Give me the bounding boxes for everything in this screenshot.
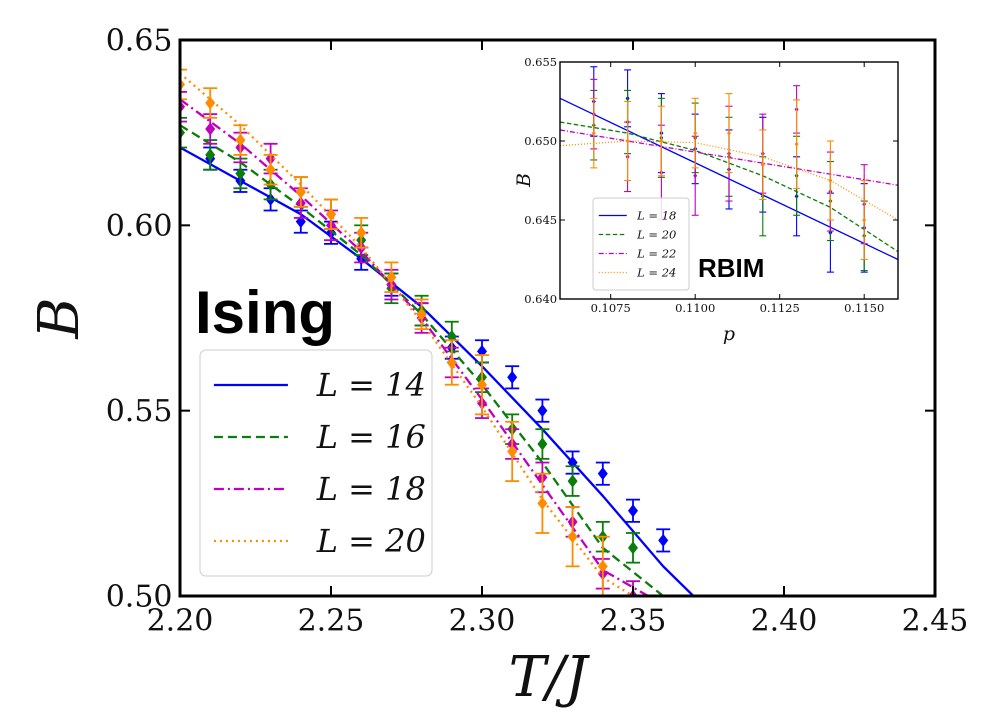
inset-fit-line-1 [560, 121, 898, 253]
inset-x-tick-label: 0.1150 [844, 301, 884, 315]
main-data-point [628, 541, 638, 555]
main-y-tick-label: 0.50 [106, 580, 173, 615]
main-series-3 [180, 68, 634, 596]
main-x-tick-label: 2.45 [902, 604, 969, 639]
inset-plot: 0.1075 0.1100 0.1125 0.1150 0.640 0.645 0.650 0… [513, 55, 899, 345]
main-data-point [537, 404, 548, 418]
main-y-tick-label: 0.55 [106, 394, 173, 429]
main-data-point [537, 496, 548, 510]
inset-data-point [591, 130, 596, 136]
inset-legend-box [592, 197, 690, 291]
inset-y-axis-title: B [513, 173, 535, 188]
main-legend-box [199, 349, 433, 577]
main-legend: L = 14 L = 16 L = 18 L = 20 [199, 349, 433, 577]
main-data-point [446, 355, 457, 369]
main-data-point [597, 559, 608, 573]
main-data-point [205, 148, 216, 162]
inset-x-tick-label: 0.1075 [591, 301, 631, 315]
inset-legend-label-1: L = 20 [636, 228, 676, 242]
inset-legend-label-0: L = 18 [636, 209, 676, 223]
inset-legend-label-3: L = 24 [636, 266, 676, 280]
main-data-point [658, 533, 669, 547]
main-x-tick-label: 2.25 [298, 604, 365, 639]
main-y-axis-title: B [27, 297, 92, 339]
main-data-point [477, 378, 487, 392]
main-data-point [356, 226, 367, 240]
inset-y-tick-label: 0.645 [524, 213, 557, 227]
main-plot: 2.20 2.25 2.30 2.35 2.40 2.45 0.50 0.55 0.60 0.65… [27, 24, 968, 711]
inset-data-point [760, 162, 765, 168]
inset-data-point [727, 130, 731, 136]
main-data-point [597, 467, 608, 481]
main-x-tick-label: 2.20 [147, 604, 214, 639]
main-data-layer [180, 68, 695, 596]
main-data-point [326, 207, 336, 221]
main-data-point [235, 133, 246, 147]
main-annotation: Ising [195, 279, 335, 346]
main-data-point [265, 163, 276, 177]
main-x-axis-title: T/J [509, 645, 591, 710]
main-data-point [507, 444, 518, 458]
main-y-tick-label: 0.60 [106, 209, 173, 244]
inset-y-tick-label: 0.650 [524, 134, 557, 148]
inset-data-point [659, 138, 664, 144]
inset-data-point [794, 141, 799, 147]
inset-annotation: RBIM [698, 253, 764, 283]
main-data-point [205, 122, 216, 136]
inset-x-tick-label: 0.1125 [760, 301, 800, 315]
main-fit-line-1 [180, 124, 664, 596]
inset-data-layer [560, 66, 898, 273]
inset-data-point [862, 217, 867, 223]
inset-legend: L = 18 L = 20 L = 22 L = 24 [592, 197, 690, 291]
inset-data-point [693, 130, 698, 136]
inset-data-point [625, 138, 630, 144]
inset-x-axis-title: p [723, 323, 735, 345]
inset-axes-frame [559, 61, 899, 300]
main-x-tick-label: 2.35 [600, 604, 667, 639]
main-data-point [416, 307, 427, 321]
inset-data-point [828, 177, 833, 184]
main-data-point [567, 474, 578, 488]
main-data-point [295, 185, 306, 199]
main-data-point [567, 530, 578, 544]
main-data-point [205, 96, 216, 110]
main-legend-label-3: L = 20 [316, 522, 426, 560]
main-data-point [507, 370, 518, 384]
main-x-tick-label: 2.30 [449, 604, 516, 639]
inset-series-3 [560, 93, 898, 261]
inset-x-tick-label: 0.1100 [675, 301, 715, 315]
main-legend-label-2: L = 18 [316, 470, 426, 508]
main-x-tick-label: 2.40 [751, 604, 818, 639]
main-legend-label-0: L = 14 [316, 366, 426, 404]
main-data-point [235, 166, 246, 180]
main-data-point [386, 270, 397, 284]
main-y-tick-label: 0.65 [106, 24, 173, 59]
inset-legend-label-2: L = 22 [636, 247, 676, 261]
main-data-point [537, 437, 548, 451]
main-legend-label-1: L = 16 [316, 418, 426, 456]
main-data-point [628, 504, 638, 518]
main-axes-frame [178, 38, 937, 598]
inset-y-tick-label: 0.640 [524, 292, 557, 306]
inset-data-point [693, 173, 698, 179]
inset-y-tick-label: 0.655 [524, 55, 557, 69]
